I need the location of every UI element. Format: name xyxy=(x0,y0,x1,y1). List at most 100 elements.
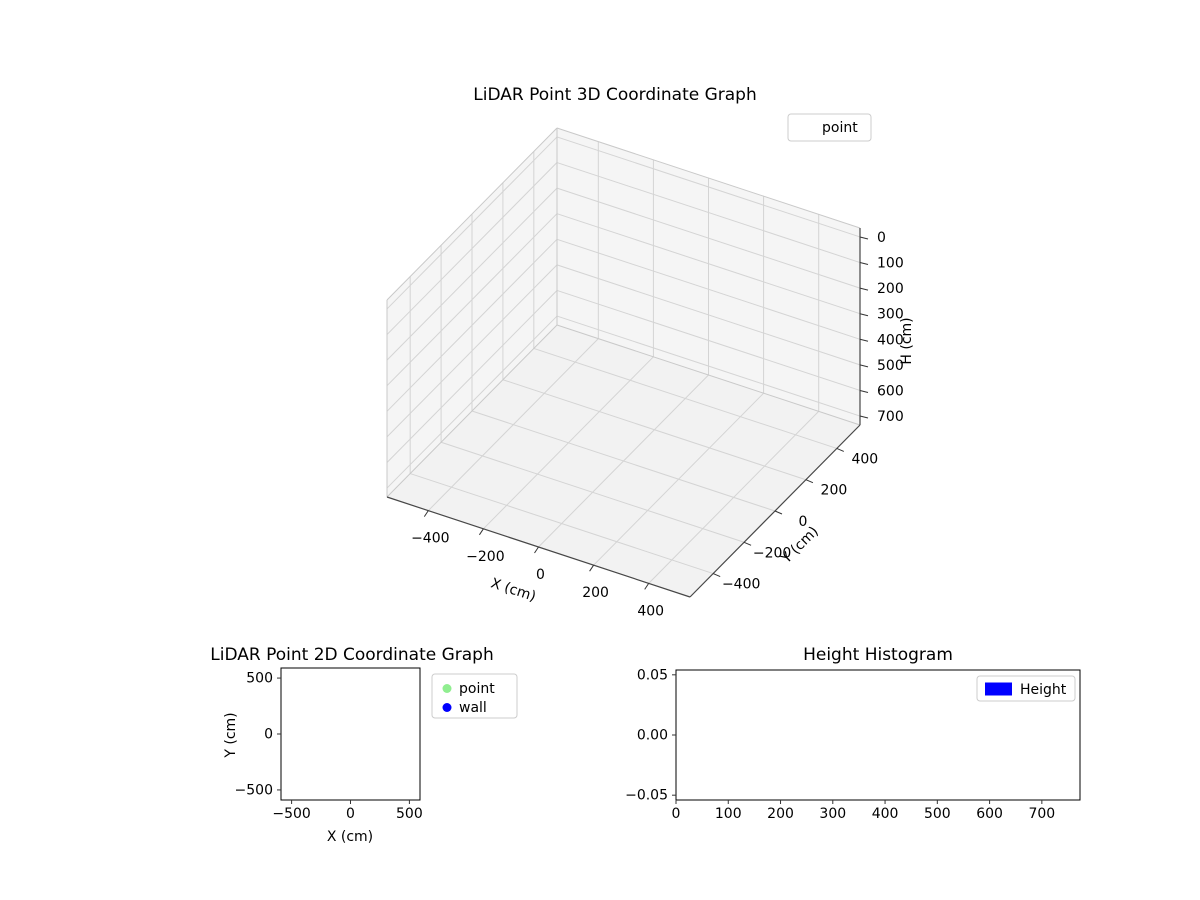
y-tick-label: 0.05 xyxy=(637,667,668,683)
x-tick-label: 500 xyxy=(924,806,951,822)
x-tick-label: 0 xyxy=(536,567,545,583)
grid-z-right xyxy=(556,264,861,366)
y-tick xyxy=(836,447,845,452)
plot-histogram-title: Height Histogram xyxy=(803,645,953,665)
plot-3d-edges xyxy=(386,127,861,598)
z-tick xyxy=(859,287,869,291)
z-tick-label: 300 xyxy=(877,307,904,323)
plot-2d-legend-label-wall: wall xyxy=(459,700,487,716)
plot-histogram: Height Histogram 0 100 200 300 400 500 600 7000… xyxy=(625,645,1081,822)
edge-floor-right xyxy=(556,324,861,426)
grid-y-floor xyxy=(533,347,837,449)
grid-y-floor xyxy=(471,410,776,512)
y-tick-label: 0.00 xyxy=(637,728,668,744)
y-tick-label: 0 xyxy=(264,727,273,743)
z-tick xyxy=(859,364,869,368)
grid-y-floor xyxy=(410,473,714,575)
x-tick-label: −500 xyxy=(272,806,310,822)
grid-z-left xyxy=(386,290,558,463)
y-tick-label: −200 xyxy=(753,545,791,561)
plot-histogram-tick-marks xyxy=(672,674,1043,804)
plot-3d: −400−2000200400−400−20002004000100200300… xyxy=(386,85,915,619)
y-tick xyxy=(743,541,752,546)
edge-floor-left xyxy=(386,324,558,498)
plot-3d-grid xyxy=(386,136,861,584)
x-tick-label: 600 xyxy=(976,806,1003,822)
edge-top-left xyxy=(386,127,558,301)
plot-3d-legend-label-point: point xyxy=(822,120,858,136)
y-tick xyxy=(805,479,814,484)
plot-2d-legend: point wall xyxy=(431,673,518,719)
x-tick xyxy=(644,583,650,590)
plot-2d-legend-box xyxy=(431,673,518,719)
grid-z-left xyxy=(386,315,558,489)
plot-3d-legend: point xyxy=(787,113,872,142)
plot-2d-tick-marks xyxy=(277,677,410,804)
z-tick-label: 400 xyxy=(877,332,904,348)
z-tick-label: 700 xyxy=(877,409,904,425)
y-tick-label: 200 xyxy=(821,483,848,499)
z-tick-label: 0 xyxy=(877,230,886,246)
grid-z-right xyxy=(556,136,861,238)
edge-top-right xyxy=(556,127,861,229)
z-tick xyxy=(859,236,869,240)
grid-z-right xyxy=(556,315,861,417)
z-tick-label: 500 xyxy=(877,358,904,374)
x-tick-label: 700 xyxy=(1028,806,1055,822)
plot-3d-title: LiDAR Point 3D Coordinate Graph xyxy=(473,85,757,105)
grid-z-left xyxy=(386,238,558,412)
plot-histogram-legend: Height xyxy=(976,675,1076,702)
plot-3d-panes xyxy=(387,128,860,597)
plot-2d-ylabel: Y (cm) xyxy=(223,712,239,758)
grid-z-left xyxy=(386,136,558,310)
grid-y-floor xyxy=(440,441,745,543)
z-tick xyxy=(859,313,869,317)
x-tick-label: 300 xyxy=(819,806,846,822)
y-tick xyxy=(774,510,783,515)
grid-y-floor xyxy=(502,379,807,481)
x-tick-label: −200 xyxy=(466,549,504,565)
x-tick xyxy=(423,510,429,517)
plot-2d-xlabel: X (cm) xyxy=(327,829,373,845)
x-tick xyxy=(589,564,595,572)
plot-2d-tick-labels: −500 0 500 500 0 −500 xyxy=(235,671,423,822)
x-tick-label: 100 xyxy=(715,806,742,822)
z-tick xyxy=(859,389,869,393)
plot-3d-xlabel: X (cm) xyxy=(489,575,538,605)
point-marker-icon xyxy=(442,684,452,693)
y-tick xyxy=(712,573,721,578)
wall-marker-icon xyxy=(442,703,452,712)
y-tick-label: −400 xyxy=(722,577,760,593)
y-tick-label: 500 xyxy=(246,671,273,687)
z-tick-label: 600 xyxy=(877,383,904,399)
plot-3d-legend-box xyxy=(787,113,872,142)
x-tick xyxy=(534,546,539,554)
plot-3d-tick-labels: −400−2000200400−400−20002004000100200300… xyxy=(411,230,904,619)
x-tick-label: 200 xyxy=(582,585,609,601)
grid-z-left xyxy=(386,162,558,335)
plot-histogram-legend-label-height: Height xyxy=(1020,682,1067,698)
y-tick-label: 0 xyxy=(799,514,808,530)
z-tick-label: 200 xyxy=(877,281,904,297)
x-tick-label: 400 xyxy=(872,806,899,822)
x-tick-label: 400 xyxy=(637,603,664,619)
height-patch-icon xyxy=(985,682,1012,696)
plot-2d-title: LiDAR Point 2D Coordinate Graph xyxy=(210,645,494,665)
grid-z-right xyxy=(556,213,861,315)
grid-z-right xyxy=(556,187,861,289)
x-tick-label: 0 xyxy=(346,806,355,822)
plot-3d-tick-marks xyxy=(423,236,869,590)
plot-2d: LiDAR Point 2D Coordinate Graph −500 0 500… xyxy=(210,645,518,845)
grid-z-left xyxy=(386,213,558,387)
grid-z-left xyxy=(386,264,558,438)
z-tick xyxy=(859,262,869,266)
z-tick xyxy=(859,415,869,419)
grid-z-right xyxy=(556,289,861,391)
grid-z-left xyxy=(386,187,558,361)
y-tick-label: 400 xyxy=(851,451,878,467)
x-tick xyxy=(478,528,484,536)
x-tick-label: −400 xyxy=(411,531,449,547)
z-tick xyxy=(859,338,869,342)
